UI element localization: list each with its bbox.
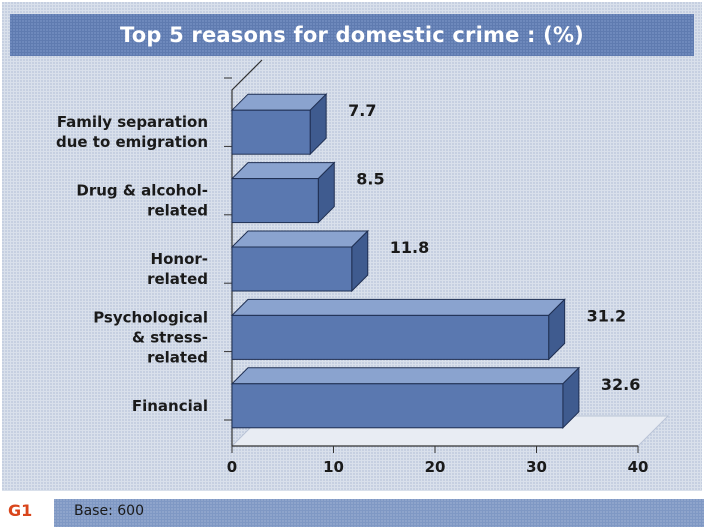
category-label: Drug & alcohol-related xyxy=(76,182,208,220)
value-label: 31.2 xyxy=(587,306,626,325)
source-tag: G1 xyxy=(8,501,33,520)
category-label: Family separation due to emigration xyxy=(56,113,208,151)
x-tick-label: 0 xyxy=(227,458,237,476)
bar xyxy=(230,298,566,361)
category-label: Psychological & stress-related xyxy=(93,308,208,366)
bar-top xyxy=(230,162,336,180)
chart-title: Top 5 reasons for domestic crime : (%) xyxy=(10,14,694,56)
bar-front xyxy=(231,383,564,429)
value-label: 7.7 xyxy=(348,101,376,120)
bar-top xyxy=(230,298,566,316)
category-label: Financial xyxy=(132,397,208,415)
bar-top xyxy=(230,367,581,385)
bar-front xyxy=(231,314,550,360)
bar xyxy=(230,229,369,293)
bar xyxy=(230,92,328,156)
value-label: 8.5 xyxy=(356,170,384,189)
value-label: 32.6 xyxy=(601,375,640,394)
bar xyxy=(230,366,581,430)
bar-top xyxy=(230,230,369,248)
bar-front xyxy=(231,109,311,155)
value-labels: 7.7 8.5 11.8 31.2 32.6 xyxy=(348,101,640,394)
category-labels: Family separation due to emigration Drug &… xyxy=(56,113,208,415)
value-label: 11.8 xyxy=(390,238,429,257)
x-tick-label: 10 xyxy=(323,458,344,476)
x-tick-label: 40 xyxy=(628,458,649,476)
x-tick-labels: 0 10 20 30 40 xyxy=(227,458,649,476)
x-tick-label: 30 xyxy=(526,458,547,476)
chart-footer: G1 Base: 600 xyxy=(0,491,704,527)
category-label: Honor-related xyxy=(147,250,208,288)
bar-front xyxy=(231,246,353,292)
bar-front xyxy=(231,178,319,224)
x-tick-label: 20 xyxy=(425,458,446,476)
footer-bar: Base: 600 xyxy=(54,499,704,527)
bar xyxy=(230,161,336,224)
bars xyxy=(230,92,581,430)
base-note: Base: 600 xyxy=(74,503,144,519)
